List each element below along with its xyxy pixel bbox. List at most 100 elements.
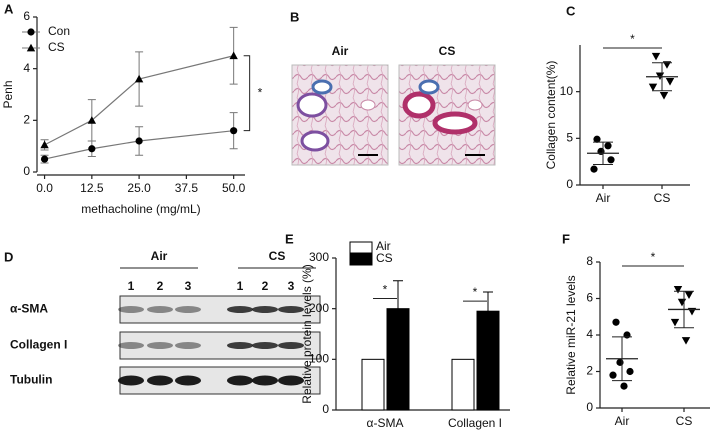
legend-marker	[26, 43, 36, 52]
image-label: Air	[332, 44, 349, 58]
panel-label: C	[566, 3, 576, 18]
lane-label: 3	[288, 279, 295, 293]
band	[252, 342, 278, 349]
point	[597, 147, 605, 155]
y-tick-label: 6	[586, 291, 593, 305]
point	[87, 116, 97, 124]
point	[684, 291, 694, 300]
point	[607, 156, 615, 164]
x-tick-label: Air	[596, 191, 611, 205]
band	[147, 342, 173, 349]
point	[229, 51, 238, 60]
panel-label: B	[290, 9, 299, 24]
band	[118, 306, 144, 313]
panel-label: A	[4, 1, 14, 16]
error-bar	[483, 291, 493, 312]
band	[175, 342, 201, 349]
band	[227, 375, 253, 386]
point	[620, 382, 628, 390]
point	[651, 52, 661, 61]
point	[665, 78, 675, 86]
y-axis-label: Relative miR-21 levels	[564, 275, 578, 394]
vessel	[418, 79, 440, 95]
airway	[402, 91, 436, 119]
bar	[386, 308, 410, 411]
band	[147, 306, 173, 313]
x-tick-label: Air	[615, 414, 630, 428]
series-line	[44, 130, 234, 160]
band	[278, 306, 304, 313]
y-tick-label: 5	[566, 131, 573, 145]
y-tick-label: 2	[586, 364, 593, 378]
legend-swatch	[349, 253, 373, 266]
y-axis-label: Collagen content(%)	[544, 61, 558, 170]
legend-label: CS	[48, 40, 65, 54]
x-tick-label: 50.0	[222, 181, 246, 195]
row-label: α-SMA	[10, 302, 48, 316]
y-tick-label: 300	[309, 250, 329, 264]
alveolus	[467, 99, 483, 111]
group-label: CS	[269, 249, 286, 263]
legend-label: CS	[376, 251, 393, 265]
point	[616, 358, 624, 366]
legend-marker	[27, 28, 35, 36]
legend-label: Air	[376, 239, 391, 253]
airway	[432, 111, 478, 135]
bar	[361, 358, 385, 411]
y-tick-label: 10	[560, 84, 574, 98]
x-axis-label: methacholine (mg/mL)	[81, 202, 200, 216]
y-axis-label: Relative protein levels (%)	[300, 264, 314, 403]
point	[40, 140, 49, 149]
sd-bar	[593, 141, 613, 165]
point	[230, 127, 238, 135]
band	[252, 306, 278, 313]
annotation: *	[473, 285, 478, 299]
point	[134, 74, 144, 83]
x-tick-label: α-SMA	[367, 416, 404, 430]
band	[118, 375, 144, 386]
panel-label: D	[4, 249, 13, 264]
lane-label: 3	[185, 279, 192, 293]
series-line	[44, 55, 234, 146]
y-tick-label: 4	[23, 61, 30, 75]
sd-bar	[652, 62, 672, 92]
point	[135, 137, 143, 145]
point	[681, 337, 691, 345]
x-tick-label: CS	[654, 191, 671, 205]
y-axis-label: Penh	[1, 80, 15, 108]
vessel	[311, 79, 333, 95]
alveolus	[360, 99, 376, 111]
annotation: *	[630, 32, 635, 46]
point	[609, 371, 617, 379]
annotation: *	[258, 85, 263, 99]
band	[147, 375, 173, 386]
x-tick-label: Collagen I	[448, 416, 502, 430]
band	[175, 375, 201, 386]
point	[40, 155, 49, 163]
x-tick-label: CS	[676, 414, 693, 428]
airway	[300, 130, 330, 152]
annotation: *	[383, 283, 388, 297]
x-tick-label: 37.5	[175, 181, 199, 195]
point	[659, 92, 669, 100]
band	[278, 375, 304, 386]
band	[227, 342, 253, 349]
y-tick-label: 0	[322, 402, 329, 416]
y-tick-label: 0	[586, 400, 593, 414]
significance-bracket	[243, 55, 251, 132]
lane-label: 2	[262, 279, 269, 293]
panel-label: E	[285, 231, 294, 246]
x-tick-label: 25.0	[127, 181, 151, 195]
y-tick-label: 6	[23, 9, 30, 23]
point	[593, 135, 601, 143]
legend-label: Con	[48, 24, 70, 38]
point	[673, 286, 683, 294]
sd-bar	[612, 336, 632, 382]
lane-label: 1	[128, 279, 135, 293]
band	[278, 342, 304, 349]
row-label: Collagen I	[10, 338, 67, 352]
bar	[476, 310, 500, 411]
image-label: CS	[439, 44, 456, 58]
y-tick-label: 8	[586, 254, 593, 268]
